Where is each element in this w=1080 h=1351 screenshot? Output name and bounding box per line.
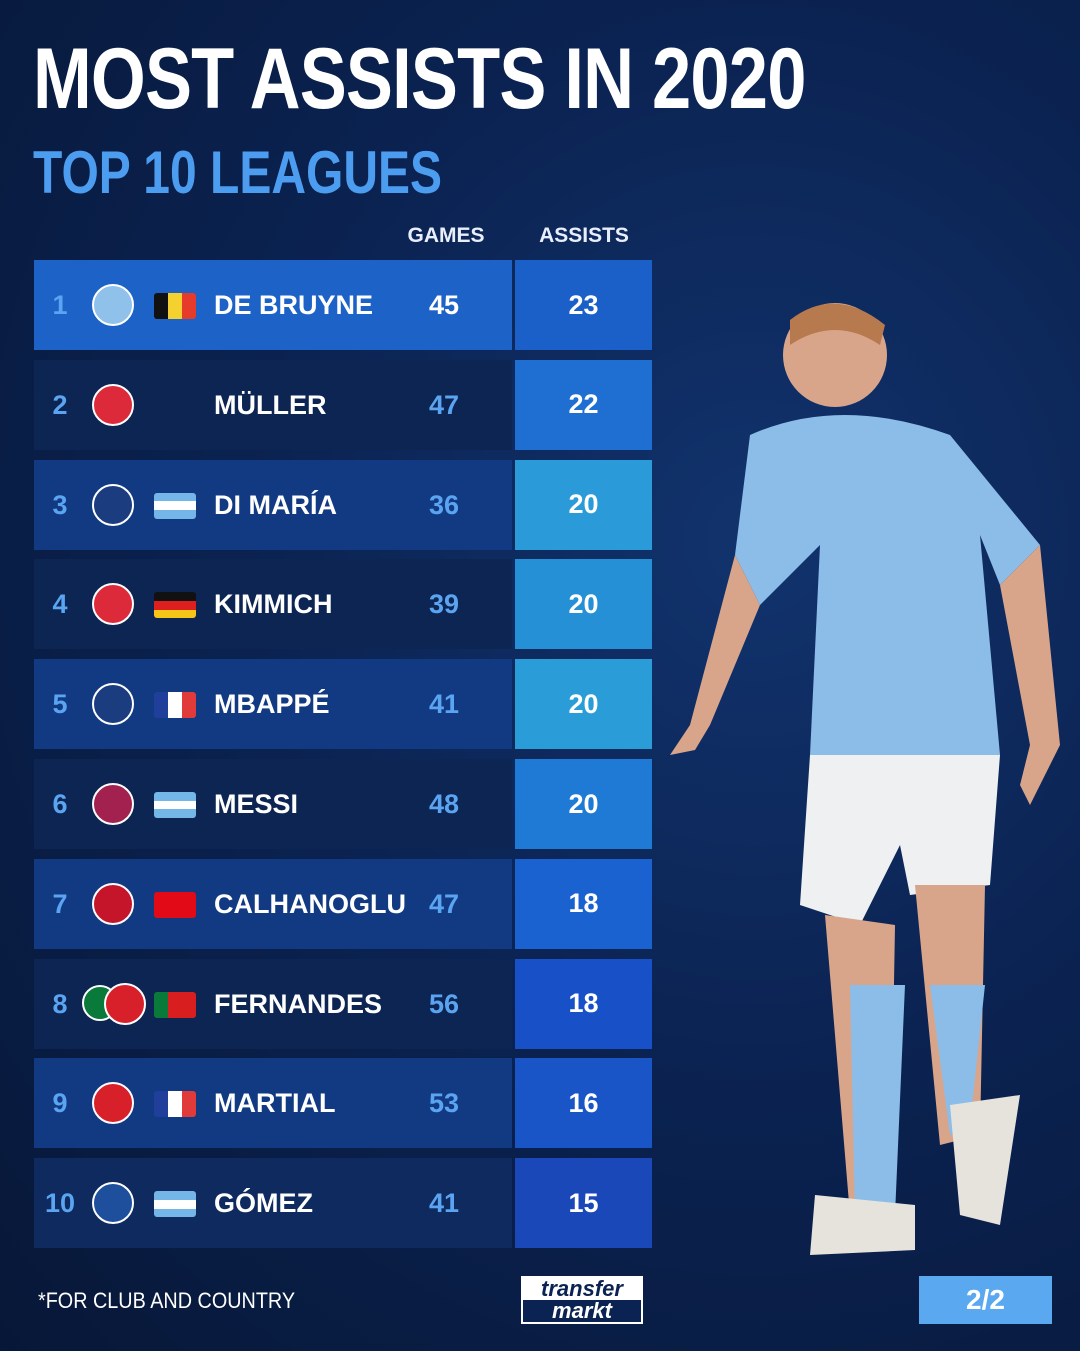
assists-column-header: ASSISTS — [539, 224, 629, 247]
flag-argentina-icon — [154, 792, 196, 818]
club-crest-icon — [92, 1182, 134, 1225]
table-row: 1 DE BRUYNE 45 23 — [34, 260, 652, 350]
rank: 3 — [52, 489, 68, 520]
games-column-header: GAMES — [407, 224, 485, 247]
row-main-cell: 2 MÜLLER 47 — [34, 359, 512, 450]
player-name: MÜLLER — [214, 389, 327, 420]
games-value: 53 — [428, 1088, 460, 1119]
assists-value: 20 — [515, 459, 652, 550]
games-value: 41 — [428, 1188, 460, 1219]
flag-belgium-icon — [154, 293, 196, 319]
club-crest-icon — [92, 683, 134, 726]
club-crest-icon — [92, 783, 134, 825]
flag-argentina-icon — [154, 492, 196, 519]
assists-value: 20 — [515, 759, 652, 849]
player-name: MARTIAL — [214, 1088, 336, 1119]
club-crest-icon — [92, 284, 134, 326]
rank: 8 — [52, 988, 68, 1019]
flag-germany-icon — [154, 592, 196, 619]
row-main-cell: 5 MBAPPÉ 41 — [34, 659, 512, 750]
games-value: 47 — [428, 888, 460, 919]
player-name: KIMMICH — [214, 589, 333, 620]
flag-argentina-icon — [154, 1191, 196, 1218]
rank: 9 — [52, 1088, 68, 1119]
games-value: 56 — [428, 988, 460, 1019]
row-main-cell: 10 GÓMEZ 41 — [34, 1158, 512, 1249]
games-value: 45 — [428, 290, 460, 320]
player-name: GÓMEZ — [214, 1188, 313, 1219]
table-row: 2 MÜLLER 47 22 — [34, 359, 652, 450]
rank: 2 — [52, 389, 68, 420]
games-value: 41 — [428, 689, 460, 720]
table-row: 7 CALHANOGLU 47 18 — [34, 858, 652, 949]
assists-value: 20 — [515, 559, 652, 650]
assists-value: 15 — [515, 1158, 652, 1249]
flag-france-icon — [154, 692, 196, 719]
assists-value: 20 — [515, 659, 652, 750]
club-crest-icon — [104, 982, 146, 1025]
club-crest-icon — [92, 882, 134, 925]
rank: 5 — [52, 689, 68, 720]
player-name: MBAPPÉ — [214, 689, 330, 720]
table-row: 5 MBAPPÉ 41 20 — [34, 659, 652, 750]
rank: 10 — [44, 1188, 76, 1219]
transfermarkt-logo: transfer markt — [521, 1276, 643, 1324]
row-main-cell: 3 DI MARÍA 36 — [34, 459, 512, 550]
table-row: 9 MARTIAL 53 16 — [34, 1058, 652, 1149]
page-title: MOST ASSISTS IN 2020 — [33, 31, 806, 127]
row-main-cell: 8 FERNANDES 56 — [34, 958, 512, 1049]
table-row: 3 DI MARÍA 36 20 — [34, 459, 652, 550]
table-row: 4 KIMMICH 39 20 — [34, 559, 652, 650]
footnote: *FOR CLUB AND COUNTRY — [38, 1288, 296, 1313]
player-name: DI MARÍA — [214, 489, 337, 520]
flag-portugal-icon — [154, 991, 196, 1018]
player-name: CALHANOGLU — [214, 888, 406, 919]
games-value: 47 — [428, 389, 460, 420]
flag-france-icon — [154, 1091, 196, 1118]
player-name: MESSI — [214, 789, 299, 819]
logo-line-2: markt — [523, 1300, 641, 1322]
row-main-cell: 9 MARTIAL 53 — [34, 1058, 512, 1149]
page-indicator: 2/2 — [919, 1276, 1052, 1324]
club-crest-icon — [92, 483, 134, 526]
row-main-cell: 7 CALHANOGLU 47 — [34, 858, 512, 949]
games-value: 48 — [428, 789, 460, 819]
table-row: 6 MESSI 48 20 — [34, 759, 652, 849]
games-value: 36 — [428, 489, 460, 520]
assists-value: 18 — [515, 958, 652, 1049]
page-subtitle: TOP 10 LEAGUES — [33, 139, 443, 206]
games-value: 39 — [428, 589, 460, 620]
rank: 7 — [52, 888, 68, 919]
assists-value: 22 — [515, 359, 652, 450]
club-crest-icon — [92, 583, 134, 626]
player-photo — [670, 303, 1060, 1255]
assists-value: 18 — [515, 858, 652, 949]
row-main-cell: 6 MESSI 48 — [34, 759, 512, 849]
row-main-cell: 4 KIMMICH 39 — [34, 559, 512, 650]
logo-line-1: transfer — [541, 1276, 623, 1301]
rank: 1 — [52, 290, 68, 320]
player-name: DE BRUYNE — [214, 290, 374, 320]
club-crest-icon — [92, 1082, 134, 1125]
rank: 4 — [52, 589, 68, 620]
club-crest-icon — [92, 383, 134, 426]
assists-value: 23 — [515, 260, 652, 350]
table-row: 10 GÓMEZ 41 15 — [34, 1158, 652, 1249]
row-main-cell: 1 DE BRUYNE 45 — [34, 260, 512, 350]
flag-turkey-icon — [154, 891, 196, 918]
rank: 6 — [52, 789, 68, 819]
assists-value: 16 — [515, 1058, 652, 1149]
player-name: FERNANDES — [214, 988, 383, 1019]
table-row: 8 FERNANDES 56 18 — [34, 958, 652, 1049]
